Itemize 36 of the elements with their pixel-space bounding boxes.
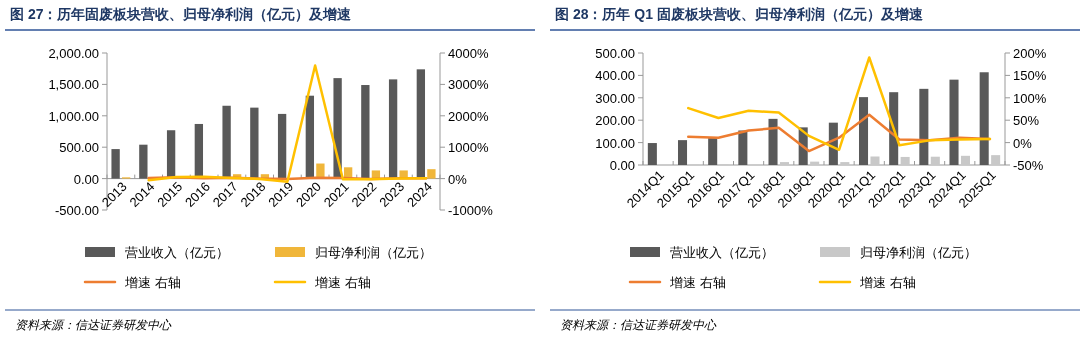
y-tick-label: 200.00 [595,113,635,129]
y-tick-label: -500.00 [54,203,99,218]
y2-tick-label: 1000% [448,140,489,156]
y-tick-label: 1,000.00 [48,108,99,124]
y2-tick-label: 100% [1013,90,1047,106]
y2-tick-label: 0% [448,171,468,187]
y2-tick-label: 3000% [448,77,489,93]
legend-label: 归母净利润（亿元） [860,245,977,260]
y-tick-label: 400.00 [595,68,635,84]
legend-label: 增速 右轴 [124,275,181,290]
y2-tick-label: 200% [1013,46,1047,61]
y2-tick-label: 2000% [448,108,489,124]
legend-label: 增速 右轴 [314,275,371,290]
chart-title: 图 28：历年 Q1 固废板块营收、归母净利润（亿元）及增速 [555,6,924,22]
y2-tick-label: 0% [1013,135,1033,151]
y-tick-label: 0.00 [609,158,635,173]
y-tick-label: 100.00 [595,135,635,151]
y-tick-label: 2,000.00 [48,46,99,61]
y-tick-label: 0.00 [73,171,99,187]
y-tick-label: 300.00 [595,90,635,106]
y-tick-label: 1,500.00 [48,77,99,93]
y-tick-label: 500.00 [595,46,635,61]
legend-label: 归母净利润（亿元） [315,245,432,260]
text: 资料来源：信达证券研发中心 [560,318,717,332]
y2-tick-label: -50% [1013,158,1044,173]
y2-tick-label: 150% [1013,68,1047,84]
y2-tick-label: 4000% [448,46,489,61]
legend-label: 营业收入（亿元） [125,245,229,260]
y-tick-label: 500.00 [59,140,99,156]
chart-title: 图 27：历年固废板块营收、归母净利润（亿元）及增速 [10,6,353,22]
text: 资料来源：信达证券研发中心 [15,318,172,332]
y2-tick-label: -1000% [448,203,494,218]
legend-label: 营业收入（亿元） [670,245,774,260]
legend-label: 增速 右轴 [859,275,916,290]
legend-label: 增速 右轴 [669,275,726,290]
y2-tick-label: 50% [1013,113,1040,129]
